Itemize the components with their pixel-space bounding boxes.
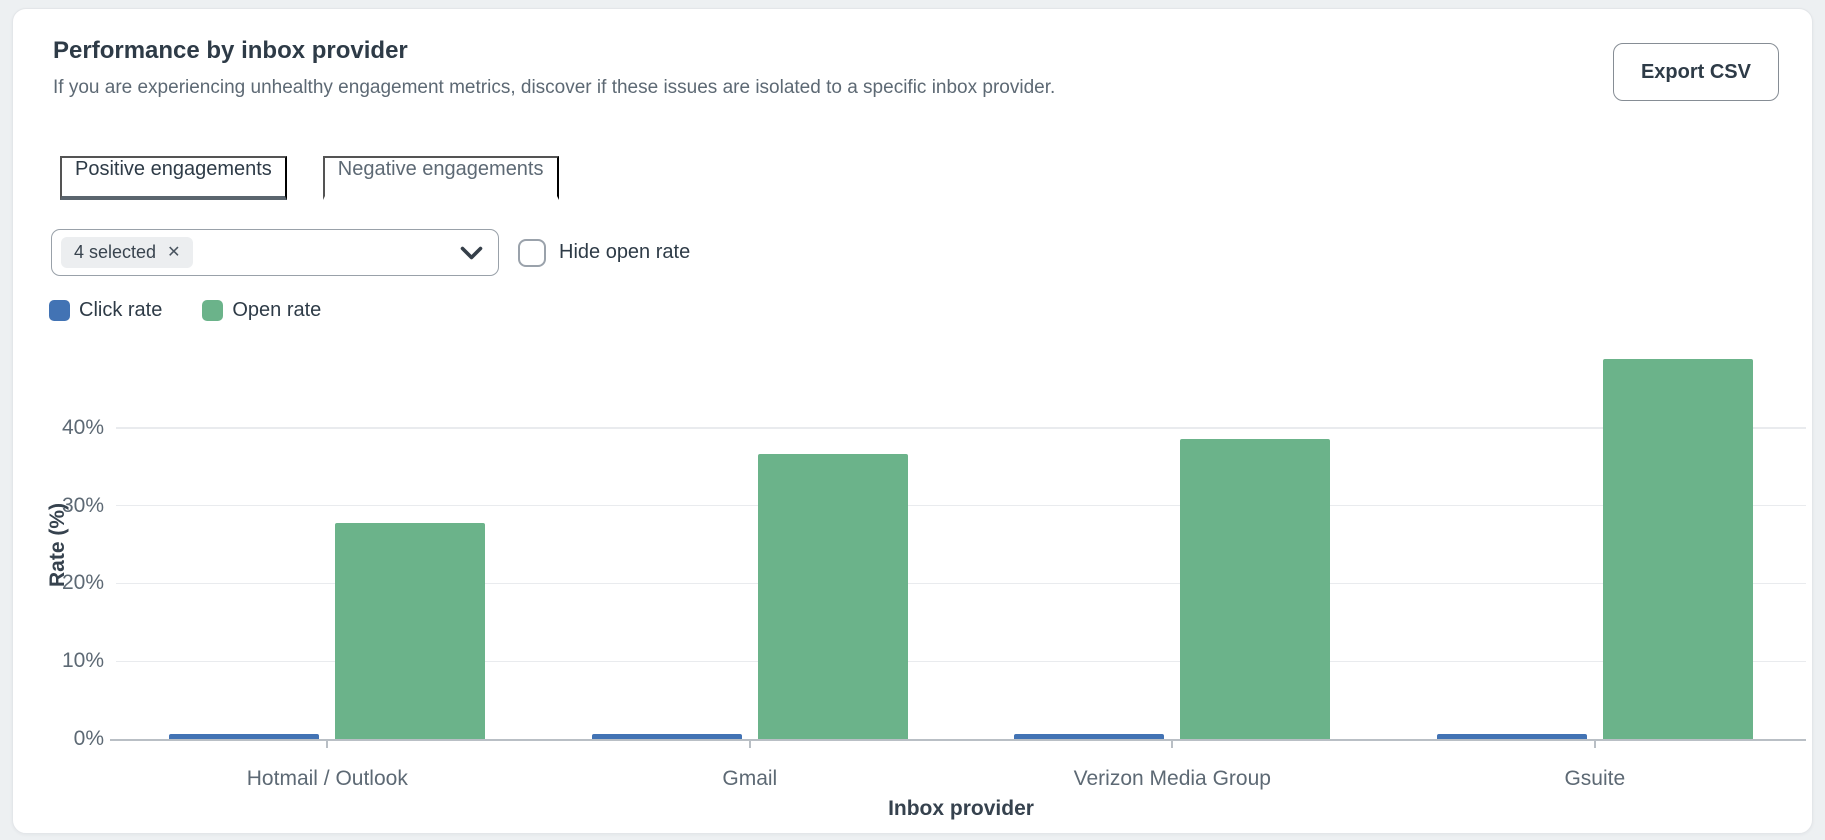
open-rate-swatch — [202, 300, 224, 321]
tab-negative-engagements[interactable]: Negative engagements — [322, 156, 559, 200]
page-title: Performance by inbox provider — [53, 37, 408, 64]
bar-click-rate[interactable] — [1436, 734, 1587, 739]
legend-item-click-rate: Click rate — [49, 299, 162, 322]
gridline — [116, 504, 1806, 507]
tab-positive-engagements[interactable]: Positive engagements — [60, 156, 287, 200]
hide-open-rate-checkbox[interactable] — [518, 238, 546, 267]
x-axis-tick — [748, 739, 751, 748]
x-axis-category-label: Hotmail / Outlook — [246, 767, 408, 790]
x-axis-tick — [1593, 739, 1596, 748]
y-axis-tick-label: 40% — [61, 415, 104, 439]
selected-count-chip[interactable]: 4 selected ✕ — [61, 237, 194, 268]
performance-card: Performance by inbox provider If you are… — [12, 8, 1813, 834]
clear-selection-icon[interactable]: ✕ — [167, 243, 181, 261]
y-axis-tick-label: 20% — [61, 571, 104, 595]
export-csv-button[interactable]: Export CSV — [1612, 43, 1779, 101]
x-axis-category-label: Gmail — [722, 767, 778, 790]
chevron-down-icon — [460, 246, 483, 266]
x-axis-title: Inbox provider — [888, 797, 1034, 820]
bar-open-rate[interactable] — [335, 522, 486, 739]
bar-click-rate[interactable] — [169, 734, 320, 739]
y-axis-title: Rate (%) — [46, 502, 69, 587]
gridline — [116, 660, 1806, 662]
bar-open-rate[interactable] — [1180, 438, 1331, 739]
click-rate-swatch — [49, 300, 70, 321]
y-axis-tick-label: 10% — [61, 649, 104, 673]
chart-legend: Click rate Open rate — [49, 299, 321, 322]
legend-item-open-rate: Open rate — [202, 299, 321, 322]
x-axis-tick — [326, 739, 329, 748]
hide-open-rate-label[interactable]: Hide open rate — [559, 241, 691, 263]
y-axis-tick-label: 0% — [73, 727, 104, 750]
legend-label: Open rate — [232, 299, 322, 321]
inbox-provider-select[interactable]: 4 selected ✕ — [51, 229, 499, 276]
bar-open-rate[interactable] — [1602, 359, 1753, 739]
bar-click-rate[interactable] — [591, 734, 742, 739]
bar-click-rate[interactable] — [1014, 734, 1165, 739]
x-axis-line — [110, 739, 1806, 741]
engagement-tabs: Positive engagements Negative engagement… — [60, 156, 559, 200]
chart-controls: 4 selected ✕ Hide open rate — [51, 229, 690, 276]
bar-open-rate[interactable] — [757, 453, 908, 739]
x-axis-category-label: Verizon Media Group — [1073, 767, 1271, 790]
x-axis-category-label: Gsuite — [1564, 767, 1626, 790]
bar-chart: 0% 10% 20% 30% 40% Rate (%) Hotmail / Outlook G… — [13, 9, 1814, 835]
page-subtitle: If you are experiencing unhealthy engage… — [53, 77, 1056, 98]
y-axis-tick-label: 30% — [61, 493, 104, 517]
selected-count-label: 4 selected — [74, 242, 157, 262]
gridline — [116, 427, 1806, 429]
x-axis-tick — [1171, 739, 1174, 748]
gridline — [116, 582, 1806, 585]
legend-label: Click rate — [79, 299, 163, 321]
